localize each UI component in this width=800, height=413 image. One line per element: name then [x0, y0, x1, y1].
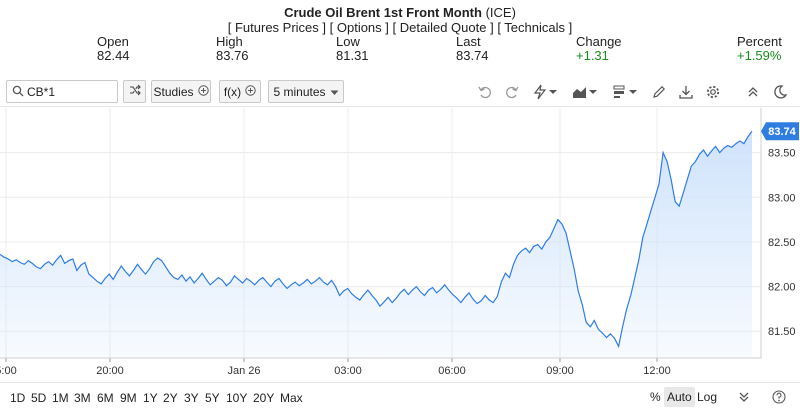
area-chart-icon[interactable] — [571, 83, 599, 101]
stat-low: Low 81.31 — [336, 35, 369, 63]
double-chevron-down-icon[interactable] — [735, 388, 753, 406]
compare-icon — [129, 84, 141, 99]
y-tick-label: 83.50 — [768, 148, 796, 160]
collapse-icon[interactable] — [744, 83, 762, 101]
price-line — [0, 130, 753, 349]
undo-icon[interactable] — [476, 83, 494, 101]
pencil-icon[interactable] — [650, 83, 668, 101]
last-price-label: 83.74 — [768, 126, 796, 138]
studies-label: Studies — [153, 84, 194, 99]
options-link[interactable]: [ Options ] — [329, 20, 389, 35]
range-5d[interactable]: 5D — [31, 391, 47, 405]
quote-header: Crude Oil Brent 1st Front Month (ICE) [ … — [0, 0, 800, 70]
stat-label: Open — [97, 34, 129, 49]
range-20y[interactable]: 20Y — [253, 391, 275, 405]
stat-value: 83.74 — [456, 48, 489, 63]
x-tick-label: 12:00 — [643, 365, 671, 377]
symbol-input[interactable] — [27, 83, 115, 101]
stat-label: Percent — [737, 34, 782, 49]
range-1m[interactable]: 1M — [52, 391, 69, 405]
range-3y[interactable]: 3Y — [184, 391, 199, 405]
range-9m[interactable]: 9M — [120, 391, 137, 405]
plus-circle-icon — [197, 84, 209, 99]
x-tick-label: 20:00 — [96, 365, 124, 377]
range-5y[interactable]: 5Y — [205, 391, 220, 405]
interval-select[interactable]: 5 minutes — [268, 80, 344, 103]
price-chart[interactable]: 81.50 82.00 82.50 83.00 83.50 5:00 20:00 Jan 26… — [0, 108, 800, 378]
stat-label: High — [216, 34, 243, 49]
range-1y[interactable]: 1Y — [143, 391, 158, 405]
lightning-icon[interactable] — [531, 83, 559, 101]
studies-button[interactable]: Studies — [151, 80, 211, 103]
bar-style-icon[interactable] — [611, 83, 639, 101]
symbol-search[interactable] — [6, 80, 118, 103]
range-max[interactable]: Max — [280, 391, 303, 405]
chart-canvas[interactable]: 81.50 82.00 82.50 83.00 83.50 5:00 20:00 Jan 26… — [0, 108, 800, 378]
y-tick-label: 82.00 — [768, 282, 796, 294]
stat-label: Change — [576, 34, 622, 49]
x-tick-label: Jan 26 — [227, 365, 260, 377]
functions-label: f(x) — [223, 84, 242, 99]
range-bar: 1D 5D 1M 3M 6M 9M 1Y 2Y 3Y 5Y 10Y 20Y Ma… — [0, 382, 800, 410]
x-tick-label: 06:00 — [438, 365, 466, 377]
stat-value: 83.76 — [216, 48, 249, 63]
stat-change: Change +1.31 — [576, 35, 622, 63]
page-title: Crude Oil Brent 1st Front Month (ICE) — [0, 5, 800, 20]
stat-high: High 83.76 — [216, 35, 249, 63]
range-2y[interactable]: 2Y — [163, 391, 178, 405]
stat-value: 81.31 — [336, 48, 369, 63]
y-tick-label: 81.50 — [768, 326, 796, 338]
technicals-link[interactable]: [ Technicals ] — [497, 20, 573, 35]
help-icon[interactable] — [770, 388, 788, 406]
chart-toolbar: Studies f(x) 5 minutes — [0, 77, 800, 107]
functions-button[interactable]: f(x) — [219, 80, 261, 103]
last-price-tag — [761, 122, 799, 141]
stat-value: +1.31 — [576, 48, 609, 63]
y-tick-label: 83.00 — [768, 192, 796, 204]
download-icon[interactable] — [677, 83, 695, 101]
dark-mode-icon[interactable] — [771, 83, 789, 101]
range-10y[interactable]: 10Y — [226, 391, 248, 405]
stat-open: Open 82.44 — [97, 35, 130, 63]
last-price-badge: 83.74 — [761, 122, 799, 141]
stat-value: 82.44 — [97, 48, 130, 63]
range-6m[interactable]: 6M — [97, 391, 114, 405]
stat-percent: Percent +1.59% — [737, 35, 782, 63]
log-scale-button[interactable]: Log — [697, 390, 718, 404]
quote-links: [ Futures Prices ] [ Options ] [ Detaile… — [0, 20, 800, 35]
compare-button[interactable] — [123, 80, 146, 103]
y-tick-label: 82.50 — [768, 237, 796, 249]
futures-prices-link[interactable]: [ Futures Prices ] — [227, 20, 327, 35]
stat-value: +1.59% — [737, 48, 782, 63]
chevron-down-icon — [330, 85, 339, 99]
detailed-quote-link[interactable]: [ Detailed Quote ] — [392, 20, 494, 35]
search-icon — [12, 84, 26, 98]
stat-label: Low — [336, 34, 360, 49]
gear-icon[interactable] — [704, 83, 722, 101]
interval-label: 5 minutes — [273, 84, 326, 99]
price-area-fill — [0, 131, 752, 358]
instrument-name: Crude Oil Brent 1st Front Month — [284, 5, 482, 20]
range-3m[interactable]: 3M — [74, 391, 91, 405]
range-1d[interactable]: 1D — [10, 391, 26, 405]
auto-scale-button[interactable]: Auto — [664, 387, 695, 407]
stat-last: Last 83.74 — [456, 35, 489, 63]
percent-scale-button[interactable]: % — [650, 390, 661, 404]
x-tick-label: 03:00 — [334, 365, 362, 377]
plus-circle-icon — [245, 84, 256, 99]
exchange-label: (ICE) — [485, 5, 516, 20]
redo-icon[interactable] — [503, 83, 521, 101]
x-tick-label: 5:00 — [0, 365, 17, 377]
x-tick-label: 09:00 — [546, 365, 574, 377]
stat-label: Last — [456, 34, 481, 49]
